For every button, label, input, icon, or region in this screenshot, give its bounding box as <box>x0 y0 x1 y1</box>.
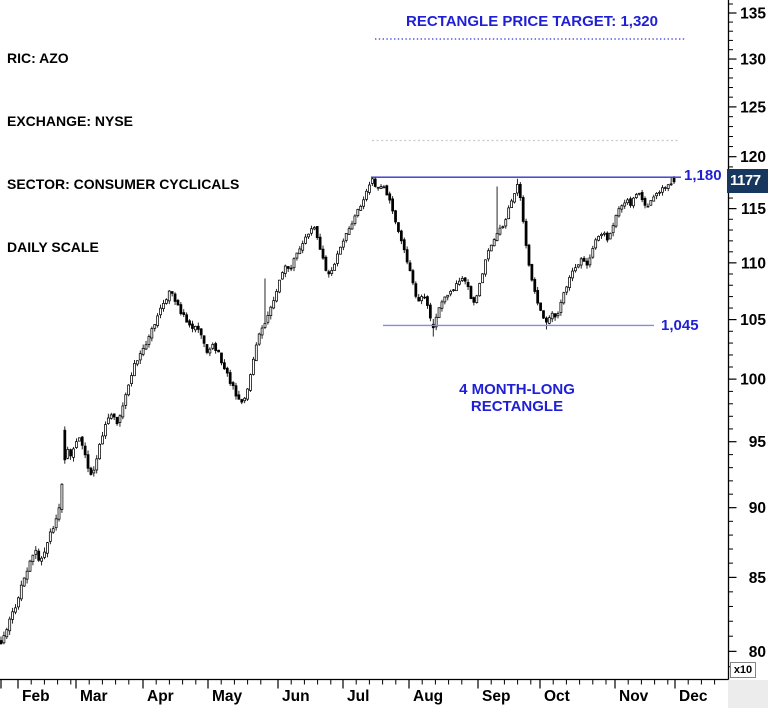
svg-text:95: 95 <box>749 434 767 451</box>
svg-text:Jul: Jul <box>347 688 369 705</box>
svg-text:Feb: Feb <box>22 688 50 705</box>
symbol-info: RIC: AZO EXCHANGE: NYSE SECTOR: CONSUMER… <box>7 6 239 300</box>
price-target-label: RECTANGLE PRICE TARGET: 1,320 <box>406 13 658 30</box>
symbol-info-exchange: EXCHANGE: NYSE <box>7 113 134 129</box>
symbol-info-sector: SECTOR: CONSUMER CYCLICALS <box>7 176 240 192</box>
axis-corner-filler <box>728 680 768 708</box>
svg-text:May: May <box>212 688 243 705</box>
candles-layer <box>0 176 676 645</box>
svg-text:130: 130 <box>740 52 766 69</box>
symbol-info-scale: DAILY SCALE <box>7 239 99 255</box>
symbol-info-ric: RIC: AZO <box>7 50 69 66</box>
svg-text:115: 115 <box>741 201 766 218</box>
svg-text:Apr: Apr <box>147 688 174 705</box>
svg-text:80: 80 <box>749 644 766 661</box>
pattern-annotation-label: 4 MONTH-LONG RECTANGLE <box>459 381 575 415</box>
axis-multiplier-box: x10 <box>730 662 756 678</box>
dotted-lines-layer <box>372 38 685 142</box>
svg-text:Oct: Oct <box>544 688 570 705</box>
svg-text:135: 135 <box>740 6 766 23</box>
svg-text:120: 120 <box>740 149 766 166</box>
svg-text:Aug: Aug <box>413 688 443 705</box>
svg-text:85: 85 <box>749 570 767 587</box>
level-lines-layer <box>371 176 681 327</box>
last-price-badge: 1177 <box>727 169 768 193</box>
svg-text:125: 125 <box>740 99 766 116</box>
svg-text:110: 110 <box>741 255 766 272</box>
svg-text:Sep: Sep <box>482 688 510 705</box>
svg-text:90: 90 <box>749 500 766 517</box>
svg-text:100: 100 <box>740 372 766 389</box>
svg-text:Dec: Dec <box>679 688 708 705</box>
svg-text:Mar: Mar <box>80 688 108 705</box>
resistance-level-label: 1,180 <box>684 167 722 184</box>
svg-text:Jun: Jun <box>282 688 310 705</box>
support-level-label: 1,045 <box>661 317 699 334</box>
svg-text:Nov: Nov <box>619 688 649 705</box>
svg-text:105: 105 <box>740 312 766 329</box>
